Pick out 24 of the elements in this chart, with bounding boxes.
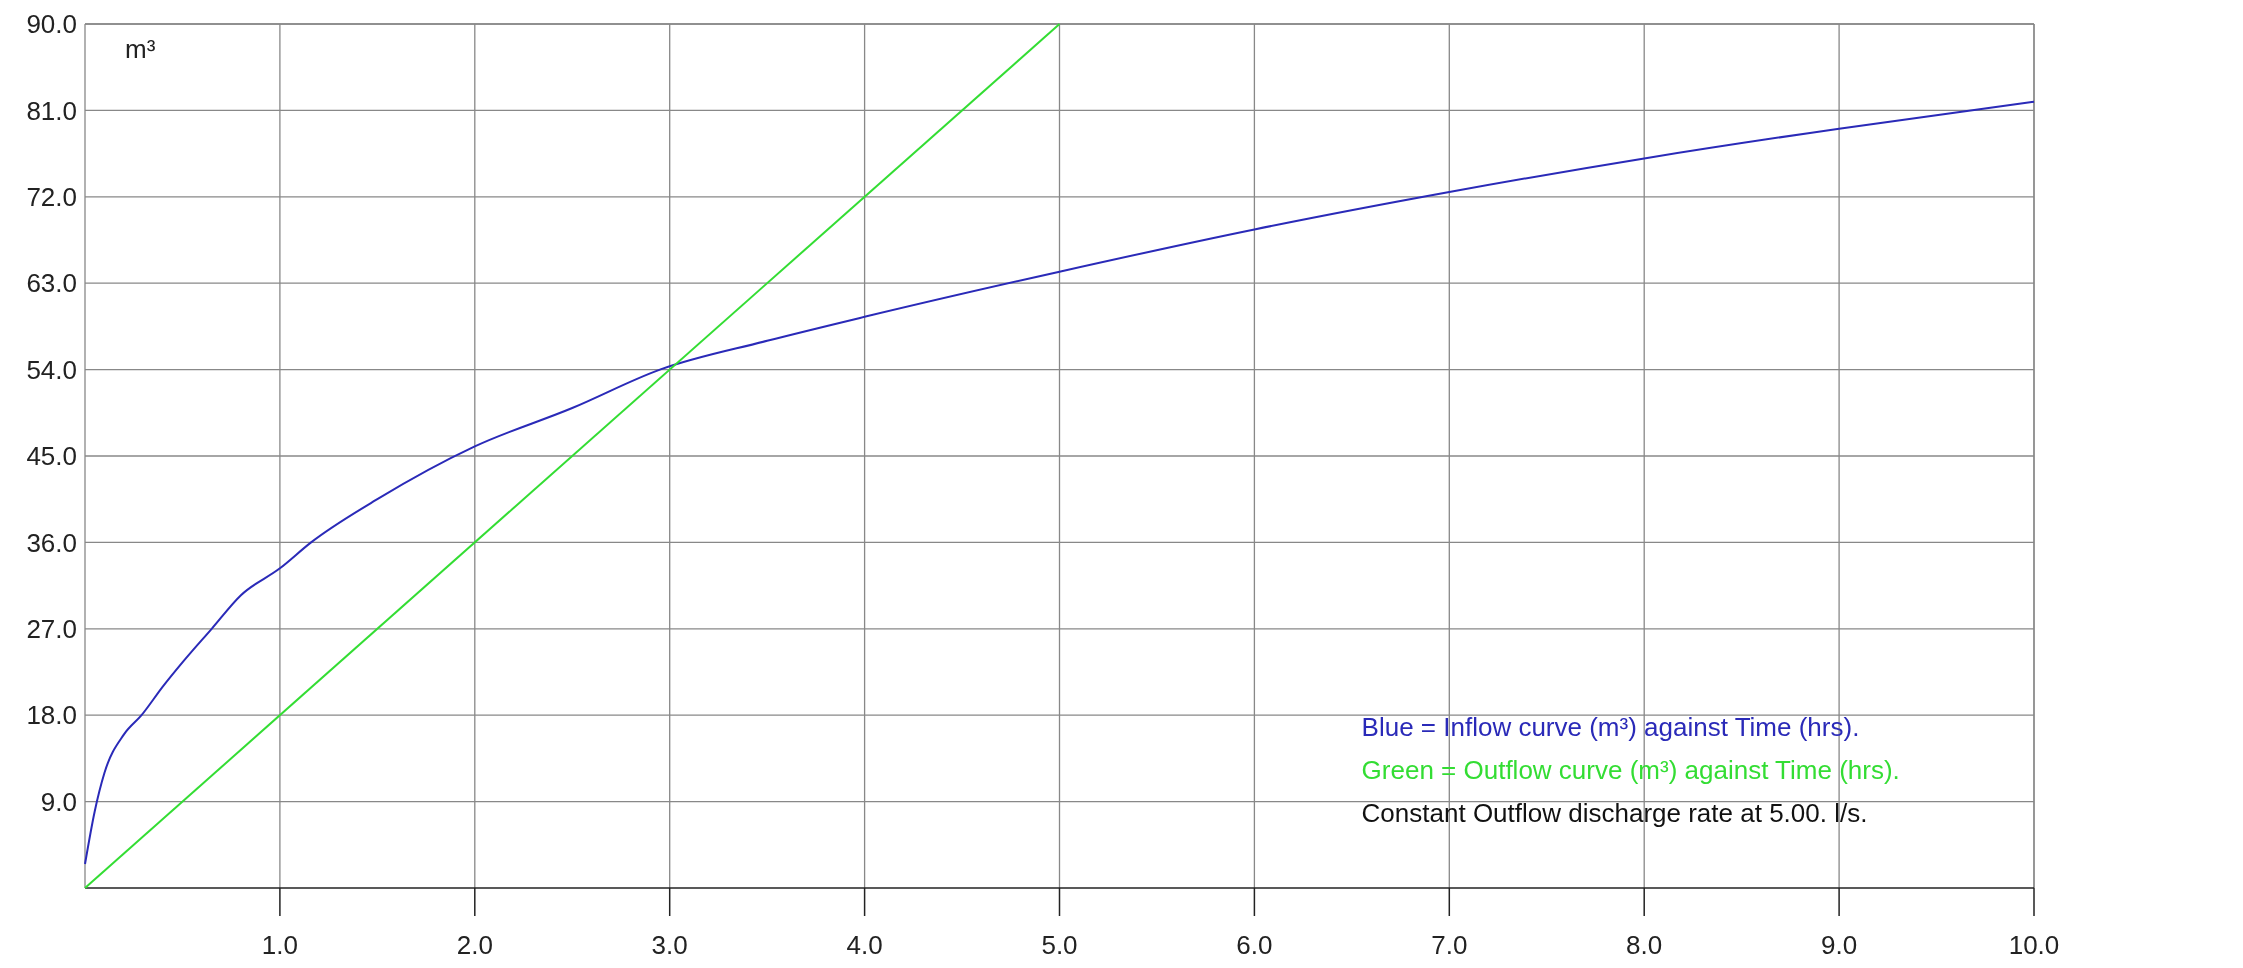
- y-tick-label: 27.0: [26, 613, 77, 644]
- y-tick-label: 90.0: [26, 9, 77, 40]
- y-axis-title: m³: [125, 34, 156, 64]
- y-tick-label: 54.0: [26, 354, 77, 385]
- y-tick-label: 9.0: [40, 786, 77, 817]
- x-tick-label: 9.0: [1821, 930, 1858, 960]
- x-tick-label: 5.0: [1041, 930, 1078, 960]
- line-series: [84, 100, 2035, 865]
- y-tick-label: 63.0: [26, 268, 77, 299]
- x-tick-label: 1.0: [261, 930, 298, 960]
- x-tick-label: 7.0: [1431, 930, 1468, 960]
- y-tick-label: 36.0: [26, 527, 77, 558]
- x-tick-label: 3.0: [651, 930, 688, 960]
- x-tick-label: 10.0: [2008, 930, 2060, 960]
- annotation: Blue = Inflow curve (m³) against Time (hrs).: [1361, 712, 1860, 743]
- annotation: Constant Outflow discharge rate at 5.00. l/s.: [1361, 798, 1868, 829]
- x-tick-label: 2.0: [456, 930, 493, 960]
- y-tick-label: 81.0: [26, 95, 77, 126]
- y-tick-label: 72.0: [26, 181, 77, 212]
- x-tick-label: 4.0: [846, 930, 883, 960]
- x-tick-label: 8.0: [1626, 930, 1663, 960]
- x-tick-label: 6.0: [1236, 930, 1273, 960]
- y-tick-label: 45.0: [26, 441, 77, 472]
- y-tick-label: 18.0: [26, 700, 77, 731]
